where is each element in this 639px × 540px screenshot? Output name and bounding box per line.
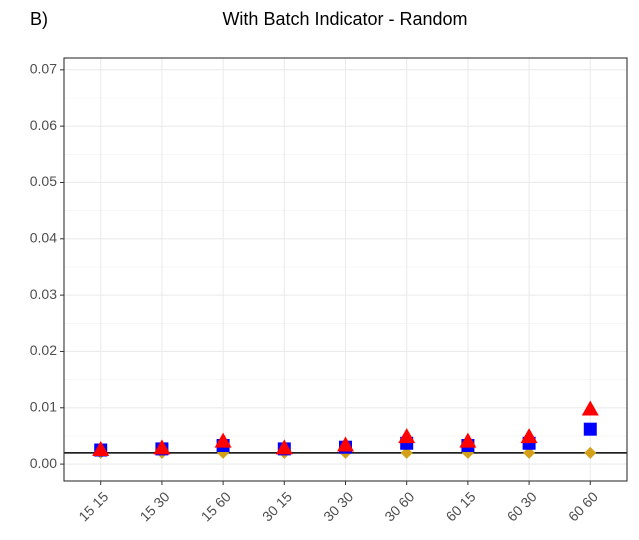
point: [153, 439, 171, 455]
y-tick-label: 0.01: [30, 398, 57, 414]
chart-title: With Batch Indicator - Random: [222, 9, 467, 29]
point: [400, 446, 413, 459]
point: [275, 439, 293, 455]
x-tick-label: 30 30: [320, 488, 356, 524]
point: [584, 446, 597, 459]
point: [337, 436, 354, 452]
y-tick-label: 0.04: [30, 230, 57, 246]
x-tick-label: 30 15: [259, 488, 295, 524]
y-tick-label: 0.02: [30, 342, 57, 358]
x-tick-label: 15 15: [75, 488, 111, 524]
y-tick-label: 0.07: [30, 61, 57, 77]
plot-border: [63, 57, 628, 482]
x-tick-label: 60 60: [565, 488, 601, 524]
x-tick-label: 60 30: [504, 488, 540, 524]
y-tick-label: 0.05: [30, 173, 57, 189]
point: [520, 428, 538, 444]
x-tick-label: 15 30: [137, 488, 173, 524]
x-tick-label: 60 15: [443, 488, 479, 524]
point: [459, 432, 477, 448]
y-tick-label: 0.00: [30, 455, 57, 471]
point: [583, 422, 597, 436]
point: [92, 441, 110, 457]
point: [581, 400, 599, 416]
y-tick-label: 0.03: [30, 286, 57, 302]
x-tick-label: 30 60: [381, 488, 417, 524]
x-tick-label: 15 60: [198, 488, 234, 524]
y-tick-label: 0.06: [30, 117, 57, 133]
point: [214, 432, 232, 448]
point: [398, 428, 416, 444]
panel-tag: B): [30, 9, 48, 29]
point: [523, 446, 536, 459]
